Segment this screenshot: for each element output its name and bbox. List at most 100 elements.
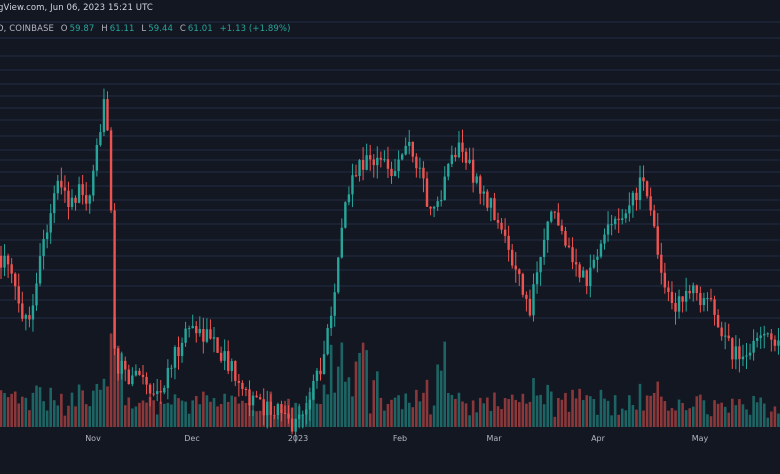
volume-bar [99, 389, 102, 427]
candle-body [695, 285, 698, 294]
volume-bar [525, 403, 528, 427]
volume-bar [226, 401, 230, 427]
candle-body [432, 206, 436, 209]
volume-bar [368, 413, 372, 427]
candle-body [525, 294, 528, 299]
volume-bar [81, 390, 84, 427]
candle-body [745, 355, 748, 357]
volume-bar [752, 395, 755, 427]
candle-body [45, 232, 49, 240]
candle-body [134, 370, 138, 376]
volume-bar [610, 415, 613, 427]
volume-bar [592, 398, 596, 427]
volume-bar [631, 405, 635, 427]
candle-body [35, 283, 38, 306]
candle-body [518, 269, 521, 275]
candle-body [521, 274, 525, 295]
volume-bar [166, 402, 170, 427]
candle-body [393, 171, 397, 176]
volume-bar [557, 398, 560, 427]
volume-bar [450, 394, 454, 427]
candle-body [152, 393, 155, 395]
candle-body [603, 234, 606, 244]
volume-bar [539, 394, 542, 427]
volume-bar [294, 402, 297, 427]
candle-body [81, 184, 84, 196]
volume-bar [585, 395, 589, 427]
candle-body [692, 285, 695, 294]
candle-body [546, 221, 549, 240]
candle-body [298, 414, 301, 419]
candle-body [202, 328, 205, 342]
volume-bar [755, 402, 759, 427]
candle-body [116, 348, 120, 374]
candle-body [333, 292, 336, 316]
change-value: +1.13 (+1.89%) [219, 24, 291, 34]
volume-bar [478, 397, 482, 427]
candle-body [578, 264, 581, 278]
candle-body [418, 167, 422, 169]
volume-bar [127, 397, 131, 427]
volume-bar [344, 381, 347, 427]
volume-bar [113, 317, 116, 427]
volume-bar [170, 404, 173, 427]
volume-bar [194, 395, 198, 427]
volume-bar [0, 390, 3, 427]
candle-body [269, 401, 272, 415]
candle-body [237, 380, 241, 383]
candle-body [422, 167, 425, 179]
candle-body [184, 328, 187, 343]
volume-bar [379, 397, 383, 427]
candle-body [187, 328, 191, 330]
volume-bar [731, 398, 734, 427]
volume-bar [518, 402, 521, 427]
volume-bar [706, 414, 709, 427]
candle-body [273, 414, 276, 416]
candle-body [63, 187, 67, 191]
candle-body [475, 176, 478, 183]
candle-body [553, 211, 556, 213]
volume-bar [88, 406, 92, 427]
candle-body [720, 327, 723, 337]
high-label: H [101, 24, 108, 34]
candle-body [358, 160, 361, 176]
candle-body [283, 412, 287, 414]
volume-bar [84, 404, 88, 427]
candle-body [731, 338, 734, 360]
volume-bar [49, 387, 52, 427]
volume-bar [63, 415, 67, 427]
volume-bar [216, 406, 219, 427]
volume-bar [347, 377, 351, 427]
volume-bar [521, 393, 525, 427]
candle-body [628, 205, 631, 214]
volume-bar [390, 399, 393, 427]
volume-bar [219, 404, 223, 427]
candle-body [457, 142, 461, 158]
candle-body [500, 222, 503, 230]
candle-body [539, 257, 542, 273]
volume-bar [145, 402, 148, 427]
volume-bar [187, 413, 191, 427]
volume-bar [674, 410, 677, 427]
volume-bar [564, 392, 567, 427]
candle-body [156, 391, 159, 394]
volume-bar [723, 406, 727, 427]
volume-bar [447, 393, 450, 427]
candle-body [88, 195, 91, 204]
x-tick-label: May [692, 434, 709, 443]
volume-bar [542, 404, 546, 427]
candle-body [440, 200, 443, 202]
candle-body [386, 159, 390, 169]
candle-body [606, 224, 610, 235]
volume-bar [411, 407, 415, 427]
volume-bar [10, 393, 13, 427]
volume-bar [329, 344, 333, 427]
candle-body [383, 159, 386, 161]
candle-body [276, 404, 280, 416]
candle-body [649, 196, 652, 211]
volume-bar [652, 392, 656, 427]
volume-bar [656, 381, 660, 427]
volume-bar [439, 370, 443, 427]
low-label: L [141, 24, 147, 34]
